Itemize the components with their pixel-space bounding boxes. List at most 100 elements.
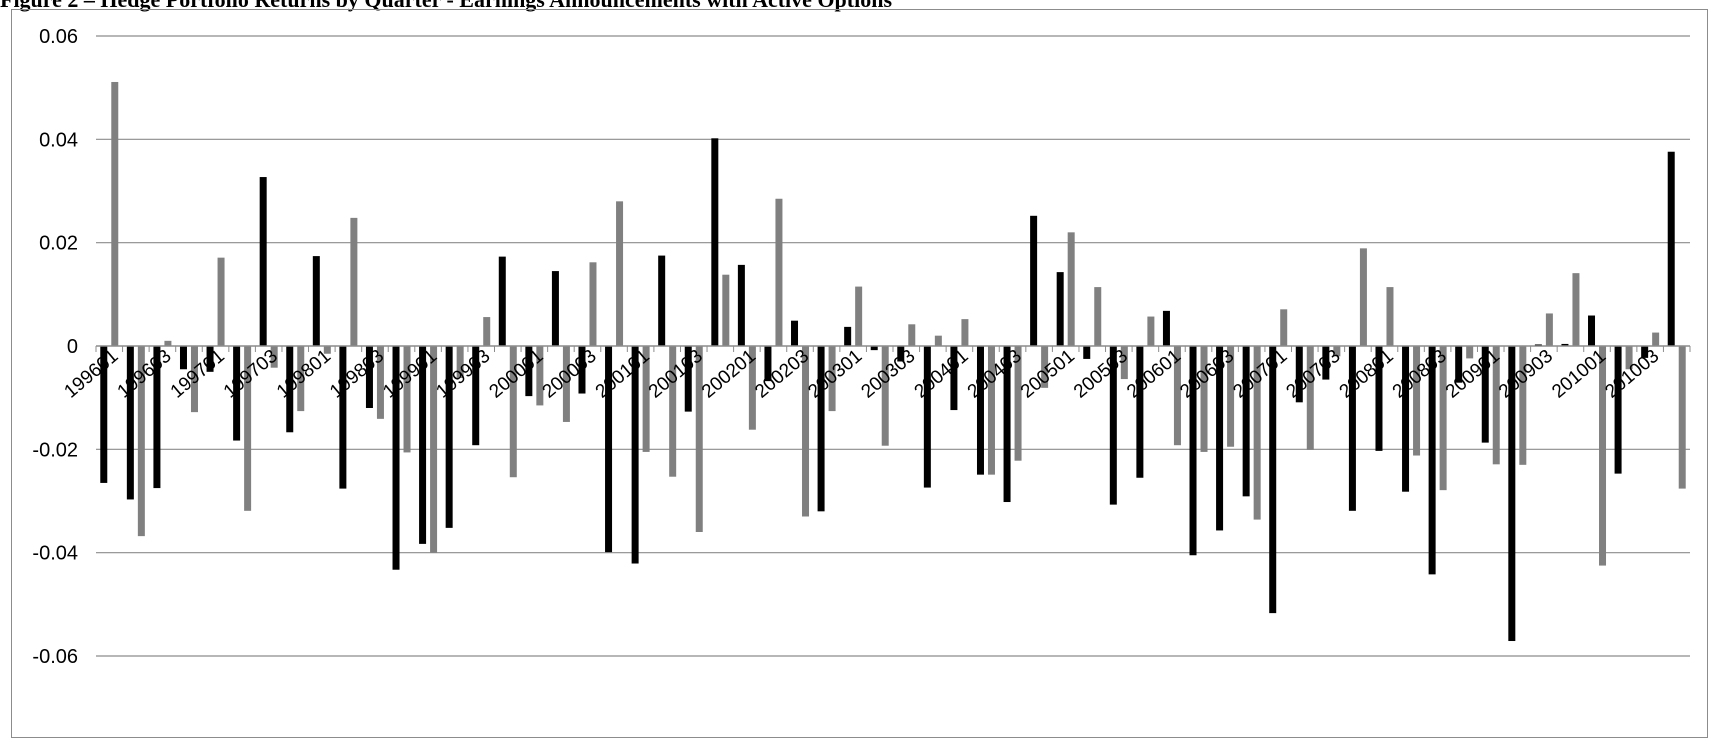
bar-series-2 — [1492, 346, 1500, 465]
y-tick-label: -0.02 — [32, 439, 78, 461]
x-tick-label: 200801 — [1336, 346, 1398, 403]
bar-series-1 — [711, 138, 719, 346]
bar-series-1 — [525, 346, 533, 397]
bar-series-1 — [1348, 346, 1356, 511]
bar-series-1 — [1508, 346, 1516, 642]
bar-series-1 — [1216, 346, 1224, 531]
bar-series-2 — [695, 346, 703, 532]
bar-series-1 — [1295, 346, 1303, 403]
bar-series-2 — [1333, 346, 1341, 357]
bar-series-1 — [764, 346, 772, 382]
bar-series-2 — [1466, 346, 1474, 359]
bar-series-1 — [923, 346, 931, 488]
bar-series-1 — [179, 346, 187, 370]
bar-series-2 — [828, 346, 836, 412]
bar-series-1 — [1455, 346, 1463, 383]
bar-series-2 — [297, 346, 305, 412]
bar-series-2 — [855, 286, 863, 346]
bar-series-2 — [190, 346, 198, 413]
bar-series-2 — [270, 346, 278, 368]
bar-series-1 — [1614, 346, 1622, 474]
bar-series-2 — [509, 346, 517, 478]
bar-series-2 — [775, 198, 783, 346]
gridlines — [96, 35, 1690, 657]
bar-series-2 — [1599, 346, 1607, 566]
bar-series-2 — [1067, 232, 1075, 346]
bar-series-1 — [1269, 346, 1277, 614]
bar-series-1 — [392, 346, 400, 570]
y-tick-label: 0.04 — [39, 129, 78, 151]
bar-series-2 — [961, 319, 969, 346]
bar-series-2 — [748, 346, 756, 430]
bar-series-2 — [1120, 346, 1128, 380]
bar-series-2 — [456, 346, 464, 379]
bar-series-1 — [339, 346, 347, 489]
bar-series-1 — [1402, 346, 1410, 492]
bar-series-2 — [483, 317, 491, 346]
bar-series-2 — [987, 346, 995, 475]
bar-series-2 — [1200, 346, 1208, 452]
y-tick-label: 0.06 — [39, 26, 78, 48]
bar-series-1 — [259, 177, 267, 346]
bar-series-1 — [737, 264, 745, 346]
bar-series-2 — [1306, 346, 1314, 450]
chart-border — [11, 9, 1708, 738]
bar-series-1 — [1667, 151, 1675, 346]
bar-series-2 — [616, 201, 624, 346]
bar-series-2 — [403, 346, 411, 453]
bar-series-1 — [365, 346, 373, 408]
bar-series-1 — [100, 346, 108, 483]
bar-series-2 — [1147, 316, 1155, 346]
bar-series-1 — [631, 346, 639, 564]
y-tick-label: 0 — [67, 336, 78, 358]
bar-series-2 — [722, 274, 730, 346]
bar-series-2 — [1359, 248, 1367, 346]
bar-series-2 — [536, 346, 544, 406]
bar-series-1 — [1136, 346, 1144, 478]
y-tick-label: -0.04 — [32, 543, 78, 565]
bar-series-2 — [1386, 287, 1394, 346]
bar-series-1 — [1588, 315, 1596, 346]
bar-series-1 — [1189, 346, 1197, 556]
bar-series-1 — [445, 346, 453, 528]
bar-series-1 — [950, 346, 958, 411]
bar-series-1 — [817, 346, 825, 512]
bar-series-2 — [1014, 346, 1022, 461]
bar-series-1 — [578, 346, 586, 394]
chart-title: Figure 2 – Hedge Portfolio Returns by Qu… — [0, 0, 892, 12]
bar-series-1 — [844, 326, 852, 346]
bar-series-2 — [323, 346, 331, 354]
bar-series-2 — [1625, 346, 1633, 370]
bar-series-1 — [1242, 346, 1250, 497]
bar-series-2 — [1519, 346, 1527, 465]
bar-series-1 — [1481, 346, 1489, 443]
y-tick-label: 0.02 — [39, 233, 78, 255]
bar-series-2 — [881, 346, 889, 446]
bar-series-2 — [908, 324, 916, 346]
bar-series-2 — [1413, 346, 1421, 456]
bar-series-1 — [1428, 346, 1436, 575]
bar-series-1 — [419, 346, 427, 544]
bar-series-1 — [658, 255, 666, 346]
bar-series-2 — [1253, 346, 1261, 520]
bar-series-2 — [1572, 273, 1580, 346]
bar-series-1 — [1375, 346, 1383, 451]
bar-series-1 — [498, 256, 506, 346]
x-tick-label: 200401 — [911, 346, 973, 403]
bar-series-1 — [1056, 272, 1064, 346]
bar-series-1 — [286, 346, 294, 433]
bar-series-2 — [376, 346, 384, 419]
bar-series-1 — [472, 346, 480, 446]
bar-series-1 — [1162, 310, 1170, 346]
bar-series-1 — [1534, 344, 1542, 346]
bar-series-2 — [430, 346, 438, 553]
bar-series-2 — [1173, 346, 1181, 446]
bar-series-2 — [217, 257, 225, 346]
x-axis — [95, 345, 1691, 352]
bar-series-2 — [1652, 332, 1660, 346]
bar-series-2 — [562, 346, 570, 422]
y-tick-label: -0.06 — [32, 646, 78, 668]
bar-series-1 — [870, 346, 878, 351]
bar-series-1 — [1109, 346, 1117, 505]
